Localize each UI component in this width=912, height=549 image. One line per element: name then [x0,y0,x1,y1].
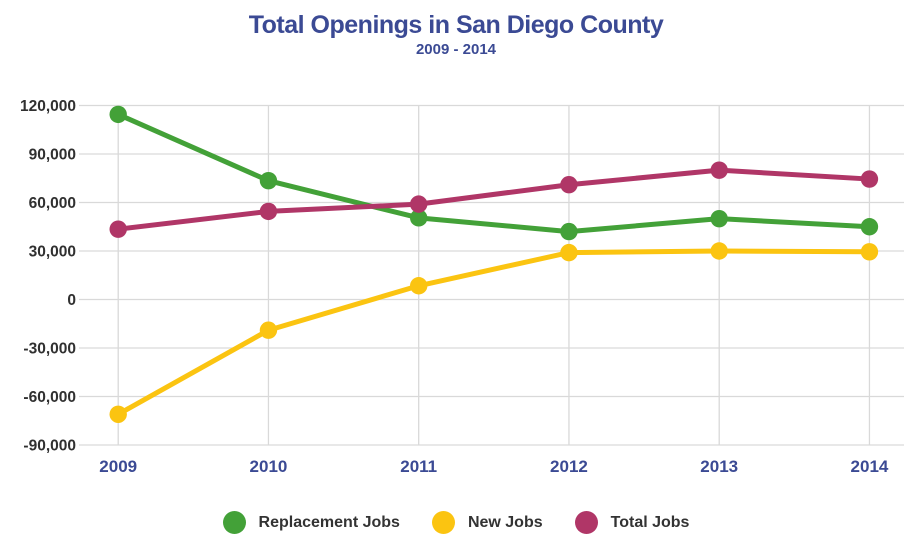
legend-swatch-total-jobs [574,511,598,534]
legend-label-replacement-jobs: Replacement Jobs [258,513,400,531]
data-point-new-jobs-2009[interactable] [109,405,127,423]
data-point-replacement-jobs-2012[interactable] [560,222,578,241]
y-tick-label: -30,000 [23,341,76,358]
data-point-new-jobs-2010[interactable] [259,321,278,339]
x-tick-label-2013: 2013 [700,457,738,476]
legend-item-new-jobs[interactable]: New Jobs [431,511,543,534]
data-point-new-jobs-2012[interactable] [560,243,578,262]
legend-label-new-jobs: New Jobs [467,513,543,531]
data-point-total-jobs-2011[interactable] [410,195,428,213]
y-tick-label: 90,000 [29,147,76,164]
data-point-replacement-jobs-2010[interactable] [259,171,278,190]
series-line-new-jobs [115,248,872,417]
legend-label-total-jobs: Total Jobs [610,513,690,531]
chart-title: Total Openings in San Diego County [248,11,664,39]
legend-swatch-new-jobs [431,511,455,534]
chart-legend: Replacement Jobs New Jobs Total Jobs [0,511,912,534]
x-tick-label-2010: 2010 [250,457,288,476]
y-tick-label: -60,000 [23,389,76,406]
legend-item-replacement-jobs[interactable]: Replacement Jobs [222,511,400,534]
chart-header: Total Openings in San Diego County 2009 … [0,10,912,59]
y-tick-label: 30,000 [29,244,76,261]
y-tick-label: -90,000 [23,438,76,455]
data-point-replacement-jobs-2011[interactable] [410,209,428,227]
data-point-total-jobs-2012[interactable] [560,176,578,194]
data-point-replacement-jobs-2009[interactable] [109,105,127,124]
data-point-new-jobs-2013[interactable] [710,242,728,260]
data-point-replacement-jobs-2014[interactable] [860,218,879,236]
data-point-replacement-jobs-2013[interactable] [710,209,728,228]
legend-swatch-replacement-jobs [222,511,246,534]
x-tick-label-2011: 2011 [400,457,437,476]
y-tick-label: 0 [67,292,76,309]
series-line-replacement-jobs [115,111,872,235]
data-point-new-jobs-2011[interactable] [410,277,428,295]
legend-item-total-jobs[interactable]: Total Jobs [574,511,690,534]
data-point-total-jobs-2009[interactable] [109,220,127,238]
data-point-total-jobs-2010[interactable] [259,202,278,221]
series-line-total-jobs [115,167,872,232]
data-point-total-jobs-2013[interactable] [710,161,728,179]
x-tick-label-2012: 2012 [550,457,588,476]
y-tick-label: 120,000 [20,98,76,115]
x-tick-label-2009: 2009 [99,457,137,476]
chart-subtitle: 2009 - 2014 [415,41,497,58]
data-point-new-jobs-2014[interactable] [860,243,879,261]
y-tick-label: 60,000 [29,195,76,212]
x-tick-label-2014: 2014 [851,457,889,476]
data-point-total-jobs-2014[interactable] [860,170,879,188]
